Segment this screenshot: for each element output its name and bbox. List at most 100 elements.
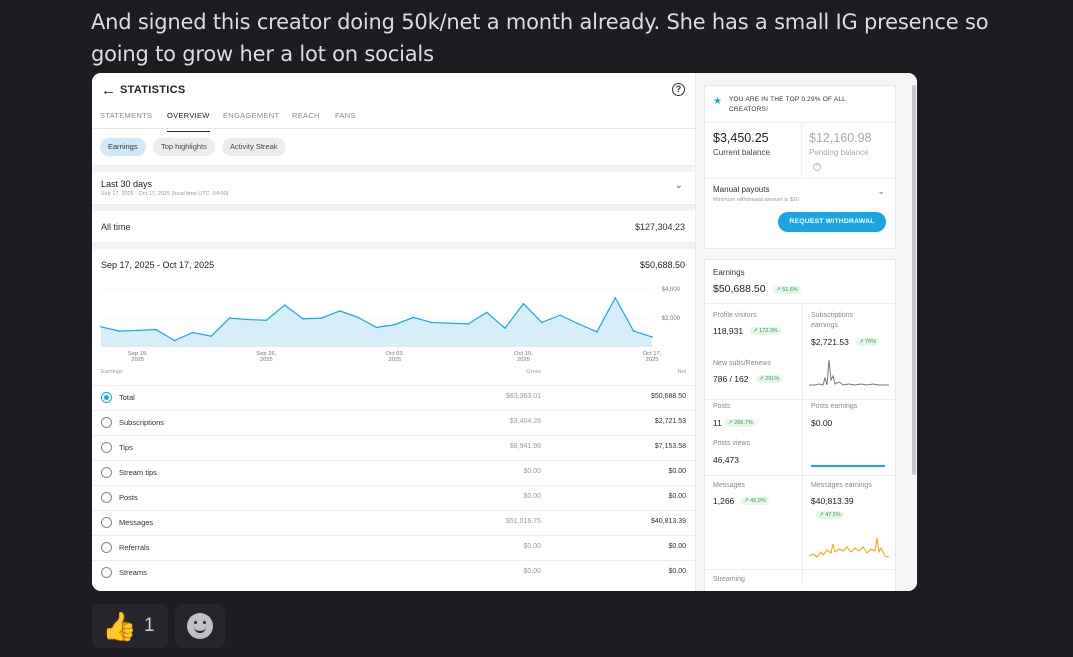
divider	[705, 399, 897, 400]
payout-minimum: Minimum withdrawal amount is $20	[713, 197, 799, 203]
screenshot-card: ← STATISTICS ? STATEMENTS OVERVIEW ENGAG…	[92, 73, 917, 591]
radio-button[interactable]	[101, 517, 112, 528]
data-point	[614, 297, 617, 299]
range-value: $50,688.50	[639, 260, 685, 270]
radio-button[interactable]	[101, 392, 112, 403]
row-label: Stream tips	[119, 468, 157, 477]
data-point	[430, 321, 433, 324]
new-subs-badge: ↗ 291%	[756, 375, 783, 383]
request-withdrawal-button[interactable]: REQUEST WITHDRAWAL	[778, 212, 886, 232]
radio-button[interactable]	[101, 442, 112, 453]
new-subs-label: New subs/Renews	[713, 360, 771, 367]
row-net: $2,721.53	[654, 418, 686, 425]
scrollbar[interactable]	[912, 85, 916, 475]
data-point	[522, 302, 525, 305]
divider	[801, 123, 802, 179]
row-net: $0.00	[668, 568, 686, 575]
tab-statements[interactable]: STATEMENTS	[100, 111, 153, 120]
pill-top-highlights[interactable]: Top highlights	[153, 138, 215, 156]
messages-earnings-badge: ↗ 47.5%	[816, 511, 844, 519]
data-point	[173, 339, 176, 342]
data-point	[596, 331, 598, 333]
section-separator	[92, 243, 695, 249]
messages-sparkline	[809, 537, 889, 558]
table-row[interactable]: Streams $0.00 $0.00	[92, 560, 696, 585]
radio-button[interactable]	[101, 492, 112, 503]
row-label: Referrals	[119, 543, 150, 552]
chevron-down-icon[interactable]: ⌄	[877, 186, 885, 196]
y-tick-label: $2,000	[662, 316, 681, 322]
table-row[interactable]: Posts $0.00 $0.00	[92, 485, 696, 510]
row-net: $40,813.39	[650, 518, 686, 525]
table-row[interactable]: Messages $51,016.75 $40,813.39	[92, 510, 696, 535]
radio-button[interactable]	[101, 567, 112, 578]
new-subs-value: 786 / 162	[713, 374, 749, 384]
tab-reach[interactable]: REACH	[292, 111, 320, 120]
radio-button[interactable]	[101, 417, 112, 428]
data-point	[375, 326, 378, 329]
data-point	[192, 331, 194, 334]
streaming-label: Streaming	[713, 576, 745, 583]
star-icon: ★	[713, 96, 722, 107]
add-reaction-button[interactable]	[175, 604, 225, 648]
table-row[interactable]: Tips $8,941.98 $7,153.58	[92, 435, 696, 460]
period-selector[interactable]: Last 30 days Sep 17, 2025 - Oct 17, 2025…	[92, 172, 695, 205]
data-point	[504, 327, 506, 330]
data-point	[210, 335, 212, 337]
pill-activity-streak[interactable]: Activity Streak	[222, 138, 286, 156]
page-title: STATISTICS	[120, 84, 186, 96]
data-point	[394, 323, 396, 326]
subs-earnings-label: Subscriptions earnings	[811, 312, 854, 329]
row-net: $0.00	[668, 543, 686, 550]
profile-visitors-badge: ↗ 172.3%	[750, 327, 781, 335]
row-gross: $0.00	[523, 543, 541, 550]
table-row[interactable]: Subscriptions $3,404.28 $2,721.53	[92, 410, 696, 435]
help-icon[interactable]: ?	[672, 83, 685, 96]
period-label: Last 30 days	[101, 179, 153, 189]
subs-sparkline	[809, 359, 889, 386]
tab-fans[interactable]: FANS	[335, 111, 356, 120]
radio-button[interactable]	[101, 467, 112, 478]
current-balance: $3,450.25	[713, 131, 769, 145]
subs-earnings-value: $2,721.53	[811, 337, 849, 347]
tab-engagement[interactable]: ENGAGEMENT	[223, 111, 280, 120]
y-tick-label: $4,000	[662, 287, 681, 293]
row-gross: $51,016.75	[505, 518, 541, 525]
data-point	[449, 322, 451, 324]
row-net: $7,153.58	[654, 443, 686, 450]
col-earnings: Earnings	[101, 369, 123, 375]
info-icon[interactable]: ?	[813, 163, 821, 171]
thumbs-up-icon: 👍	[102, 611, 137, 642]
back-arrow-icon[interactable]: ←	[101, 82, 116, 99]
section-separator	[92, 205, 695, 211]
row-gross: $0.00	[523, 468, 541, 475]
row-gross: $8,941.98	[509, 443, 541, 450]
data-point	[577, 323, 580, 325]
data-point	[338, 310, 341, 312]
posts-views-label: Posts views	[713, 440, 750, 447]
pending-balance-label: Pending balance	[809, 148, 869, 157]
data-point	[485, 311, 488, 314]
all-time-value: $127,304.23	[634, 222, 685, 232]
row-gross: $63,363.01	[505, 393, 541, 400]
tab-overview[interactable]: OVERVIEW	[167, 111, 210, 132]
posts-label: Posts	[713, 403, 731, 410]
earnings-chart: $4,000 $2,000 Sep 19, 2025 Sep 26, 2025 Oct 03…	[100, 287, 681, 363]
row-gross: $0.00	[523, 493, 541, 500]
table-row[interactable]: Stream tips $0.00 $0.00	[92, 460, 696, 485]
thumbs-up-reaction[interactable]: 👍 1	[92, 604, 168, 648]
posts-value: 11	[713, 418, 722, 428]
range-row: Sep 17, 2025 - Oct 17, 2025 $50,688.50	[92, 249, 695, 277]
message-text: And signed this creator doing 50k/net a …	[91, 10, 989, 66]
payout-label: Manual payouts	[713, 185, 770, 194]
row-label: Total	[119, 393, 135, 402]
section-separator	[92, 166, 695, 172]
x-tick-label: Sep 19, 2025	[128, 351, 148, 363]
data-point	[228, 317, 231, 319]
pill-earnings[interactable]: Earnings	[100, 138, 146, 156]
chevron-down-icon[interactable]: ⌄	[674, 180, 683, 191]
earnings-value: $50,688.50	[713, 283, 766, 295]
radio-button[interactable]	[101, 542, 112, 553]
table-row[interactable]: Referrals $0.00 $0.00	[92, 535, 696, 560]
table-row[interactable]: Total $63,363.01 $50,688.50	[92, 385, 696, 410]
